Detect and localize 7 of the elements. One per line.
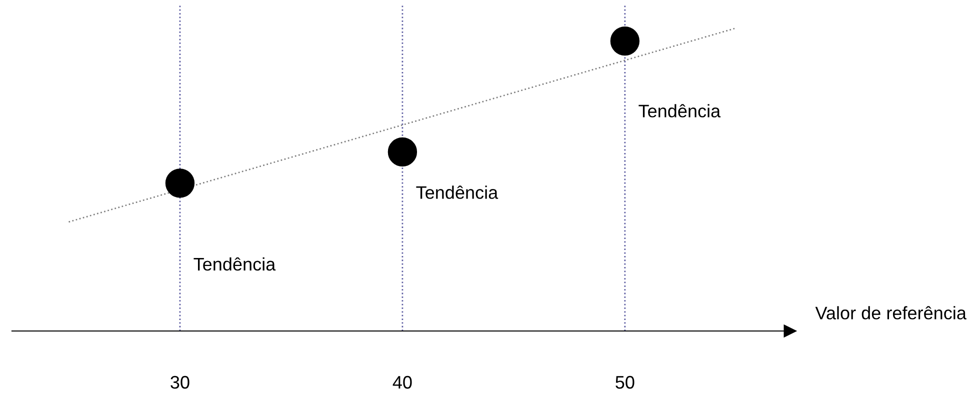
ref-line-label: Tendência: [194, 257, 276, 271]
x-tick-label: 40: [392, 376, 412, 389]
x-axis-title: Valor de referência: [815, 306, 966, 320]
x-tick-label: 50: [616, 376, 634, 389]
ref-line-label: Tendência: [638, 104, 721, 118]
ref-line-label: Tendência: [416, 186, 498, 199]
x-tick-label: 30: [170, 376, 190, 389]
